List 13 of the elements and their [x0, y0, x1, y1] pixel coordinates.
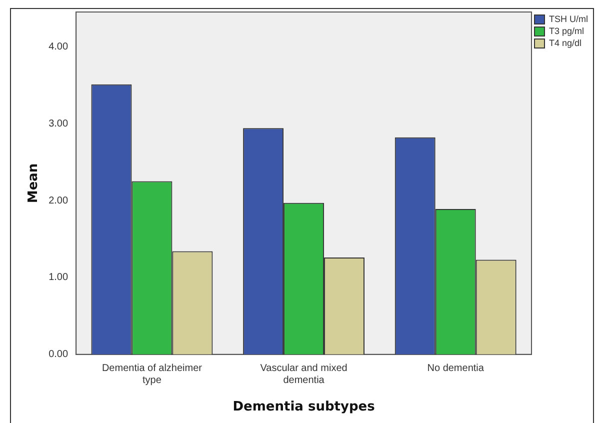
legend-label: T3 pg/ml — [549, 26, 584, 36]
x-axis-title: Dementia subtypes — [232, 400, 376, 415]
y-axis-title: Mean — [26, 163, 42, 204]
legend-label: TSH U/ml — [549, 14, 588, 24]
x-tick-label: Dementia of alzheimer type — [102, 363, 203, 386]
y-tick-label: 0.00 — [48, 349, 68, 360]
x-tick-label: Vascular and mixed dementia — [260, 363, 348, 386]
y-tick-label: 1.00 — [48, 272, 68, 284]
x-tick-label: No dementia — [427, 363, 484, 374]
legend-label: T4 ng/dl — [549, 38, 582, 48]
y-tick-label: 3.00 — [48, 118, 68, 130]
y-tick-label: 2.00 — [48, 195, 68, 206]
y-tick-label: 4.00 — [48, 41, 68, 52]
